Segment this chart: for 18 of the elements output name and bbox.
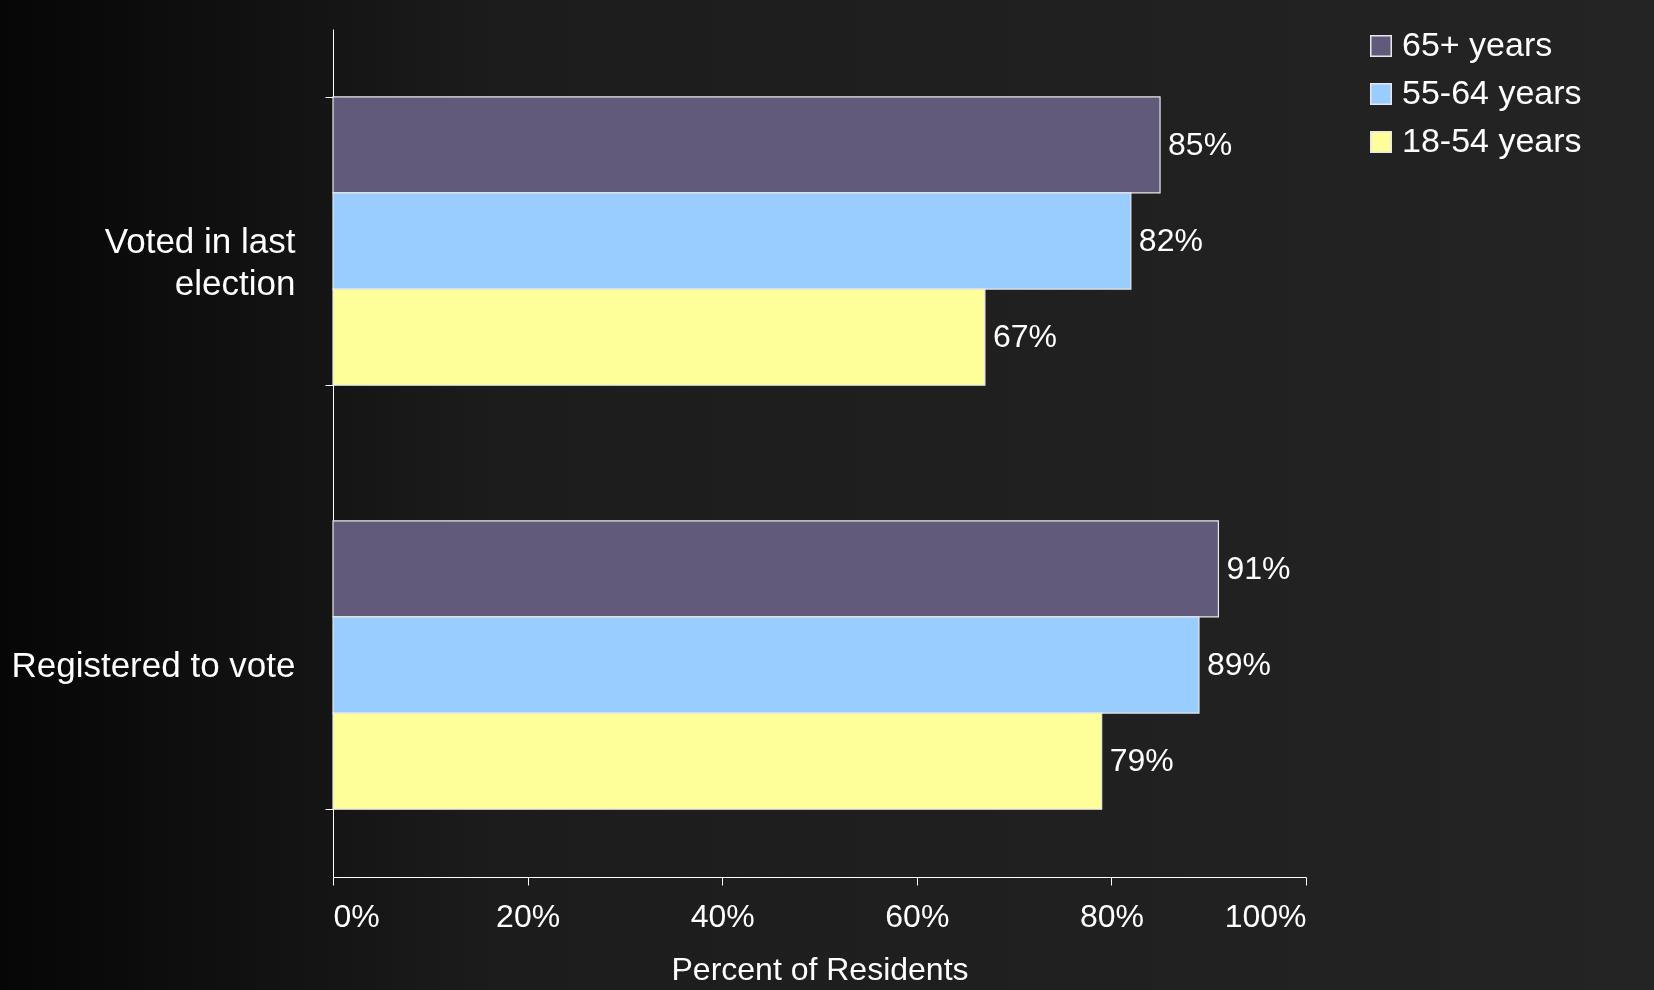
- legend-label: 55-64 years: [1402, 73, 1582, 111]
- x-tick-label: 80%: [1079, 897, 1144, 934]
- y-tick-label: Voted in last election: [104, 220, 296, 302]
- y-tick-label: Registered to vote: [11, 644, 296, 684]
- x-axis-title: Percent of Residents: [671, 950, 969, 987]
- data-label: 82%: [1138, 222, 1203, 258]
- data-label: 91%: [1226, 549, 1291, 586]
- legend-label: 18-54 years: [1402, 121, 1582, 159]
- x-tick-label: 60%: [885, 897, 950, 934]
- legend-label: 65+ years: [1402, 25, 1553, 63]
- x-tick-label: 0%: [333, 897, 380, 934]
- data-label: 85%: [1168, 125, 1233, 162]
- data-label: 79%: [1109, 742, 1174, 779]
- x-tick-label: 40%: [690, 897, 755, 934]
- data-label: 89%: [1206, 646, 1272, 682]
- x-tick-label: 20%: [496, 897, 561, 934]
- data-label: 67%: [992, 318, 1057, 355]
- x-tick-label: 100%: [1224, 897, 1307, 934]
